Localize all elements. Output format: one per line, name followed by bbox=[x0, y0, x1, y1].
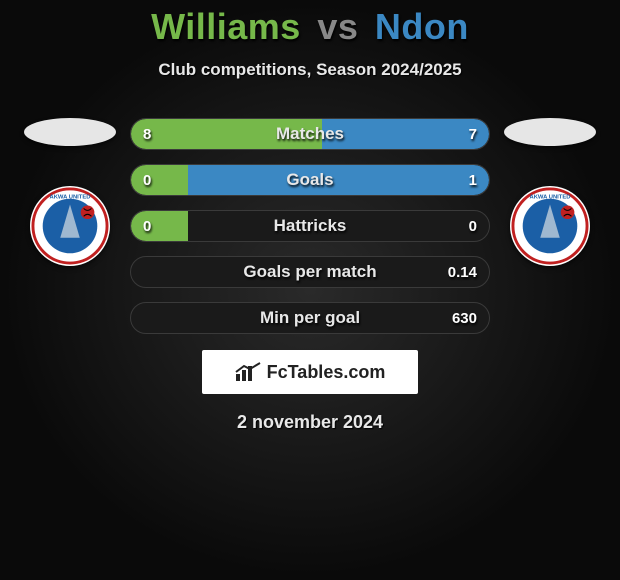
stat-label: Goals per match bbox=[131, 262, 489, 282]
player1-name: Williams bbox=[151, 6, 301, 47]
player2-avatar-placeholder bbox=[504, 118, 596, 146]
player2-club-logo: AKWA UNITED bbox=[510, 186, 590, 266]
stat-row: 8Matches7 bbox=[130, 118, 490, 150]
svg-text:AKWA UNITED: AKWA UNITED bbox=[49, 195, 90, 201]
player2-name: Ndon bbox=[375, 6, 469, 47]
stat-value-right: 0 bbox=[469, 218, 477, 235]
stat-row: Min per goal630 bbox=[130, 302, 490, 334]
stat-value-right: 7 bbox=[469, 126, 477, 143]
date-text: 2 november 2024 bbox=[0, 412, 620, 433]
stat-row: 0Goals1 bbox=[130, 164, 490, 196]
player1-club-logo: AKWA UNITED bbox=[30, 186, 110, 266]
stat-value-right: 0.14 bbox=[448, 264, 477, 281]
svg-text:AKWA UNITED: AKWA UNITED bbox=[529, 195, 570, 201]
stat-value-right: 1 bbox=[469, 172, 477, 189]
stats-list: 8Matches70Goals10Hattricks0Goals per mat… bbox=[130, 118, 490, 334]
player1-avatar-placeholder bbox=[24, 118, 116, 146]
stat-row: 0Hattricks0 bbox=[130, 210, 490, 242]
right-side: AKWA UNITED bbox=[500, 118, 600, 266]
stat-value-right: 630 bbox=[452, 310, 477, 327]
stat-label: Goals bbox=[131, 170, 489, 190]
chart-icon bbox=[235, 362, 261, 382]
stat-row: Goals per match0.14 bbox=[130, 256, 490, 288]
subtitle: Club competitions, Season 2024/2025 bbox=[0, 60, 620, 80]
stat-label: Min per goal bbox=[131, 308, 489, 328]
club-badge-icon: AKWA UNITED bbox=[511, 187, 589, 265]
vs-text: vs bbox=[317, 6, 358, 47]
watermark-text: FcTables.com bbox=[267, 362, 386, 383]
stat-label: Matches bbox=[131, 124, 489, 144]
watermark: FcTables.com bbox=[202, 350, 418, 394]
page-title: Williams vs Ndon bbox=[0, 0, 620, 48]
main-content: AKWA UNITED 8Matches70Goals10Hattricks0G… bbox=[0, 118, 620, 334]
club-badge-icon: AKWA UNITED bbox=[31, 187, 109, 265]
stat-label: Hattricks bbox=[131, 216, 489, 236]
left-side: AKWA UNITED bbox=[20, 118, 120, 266]
